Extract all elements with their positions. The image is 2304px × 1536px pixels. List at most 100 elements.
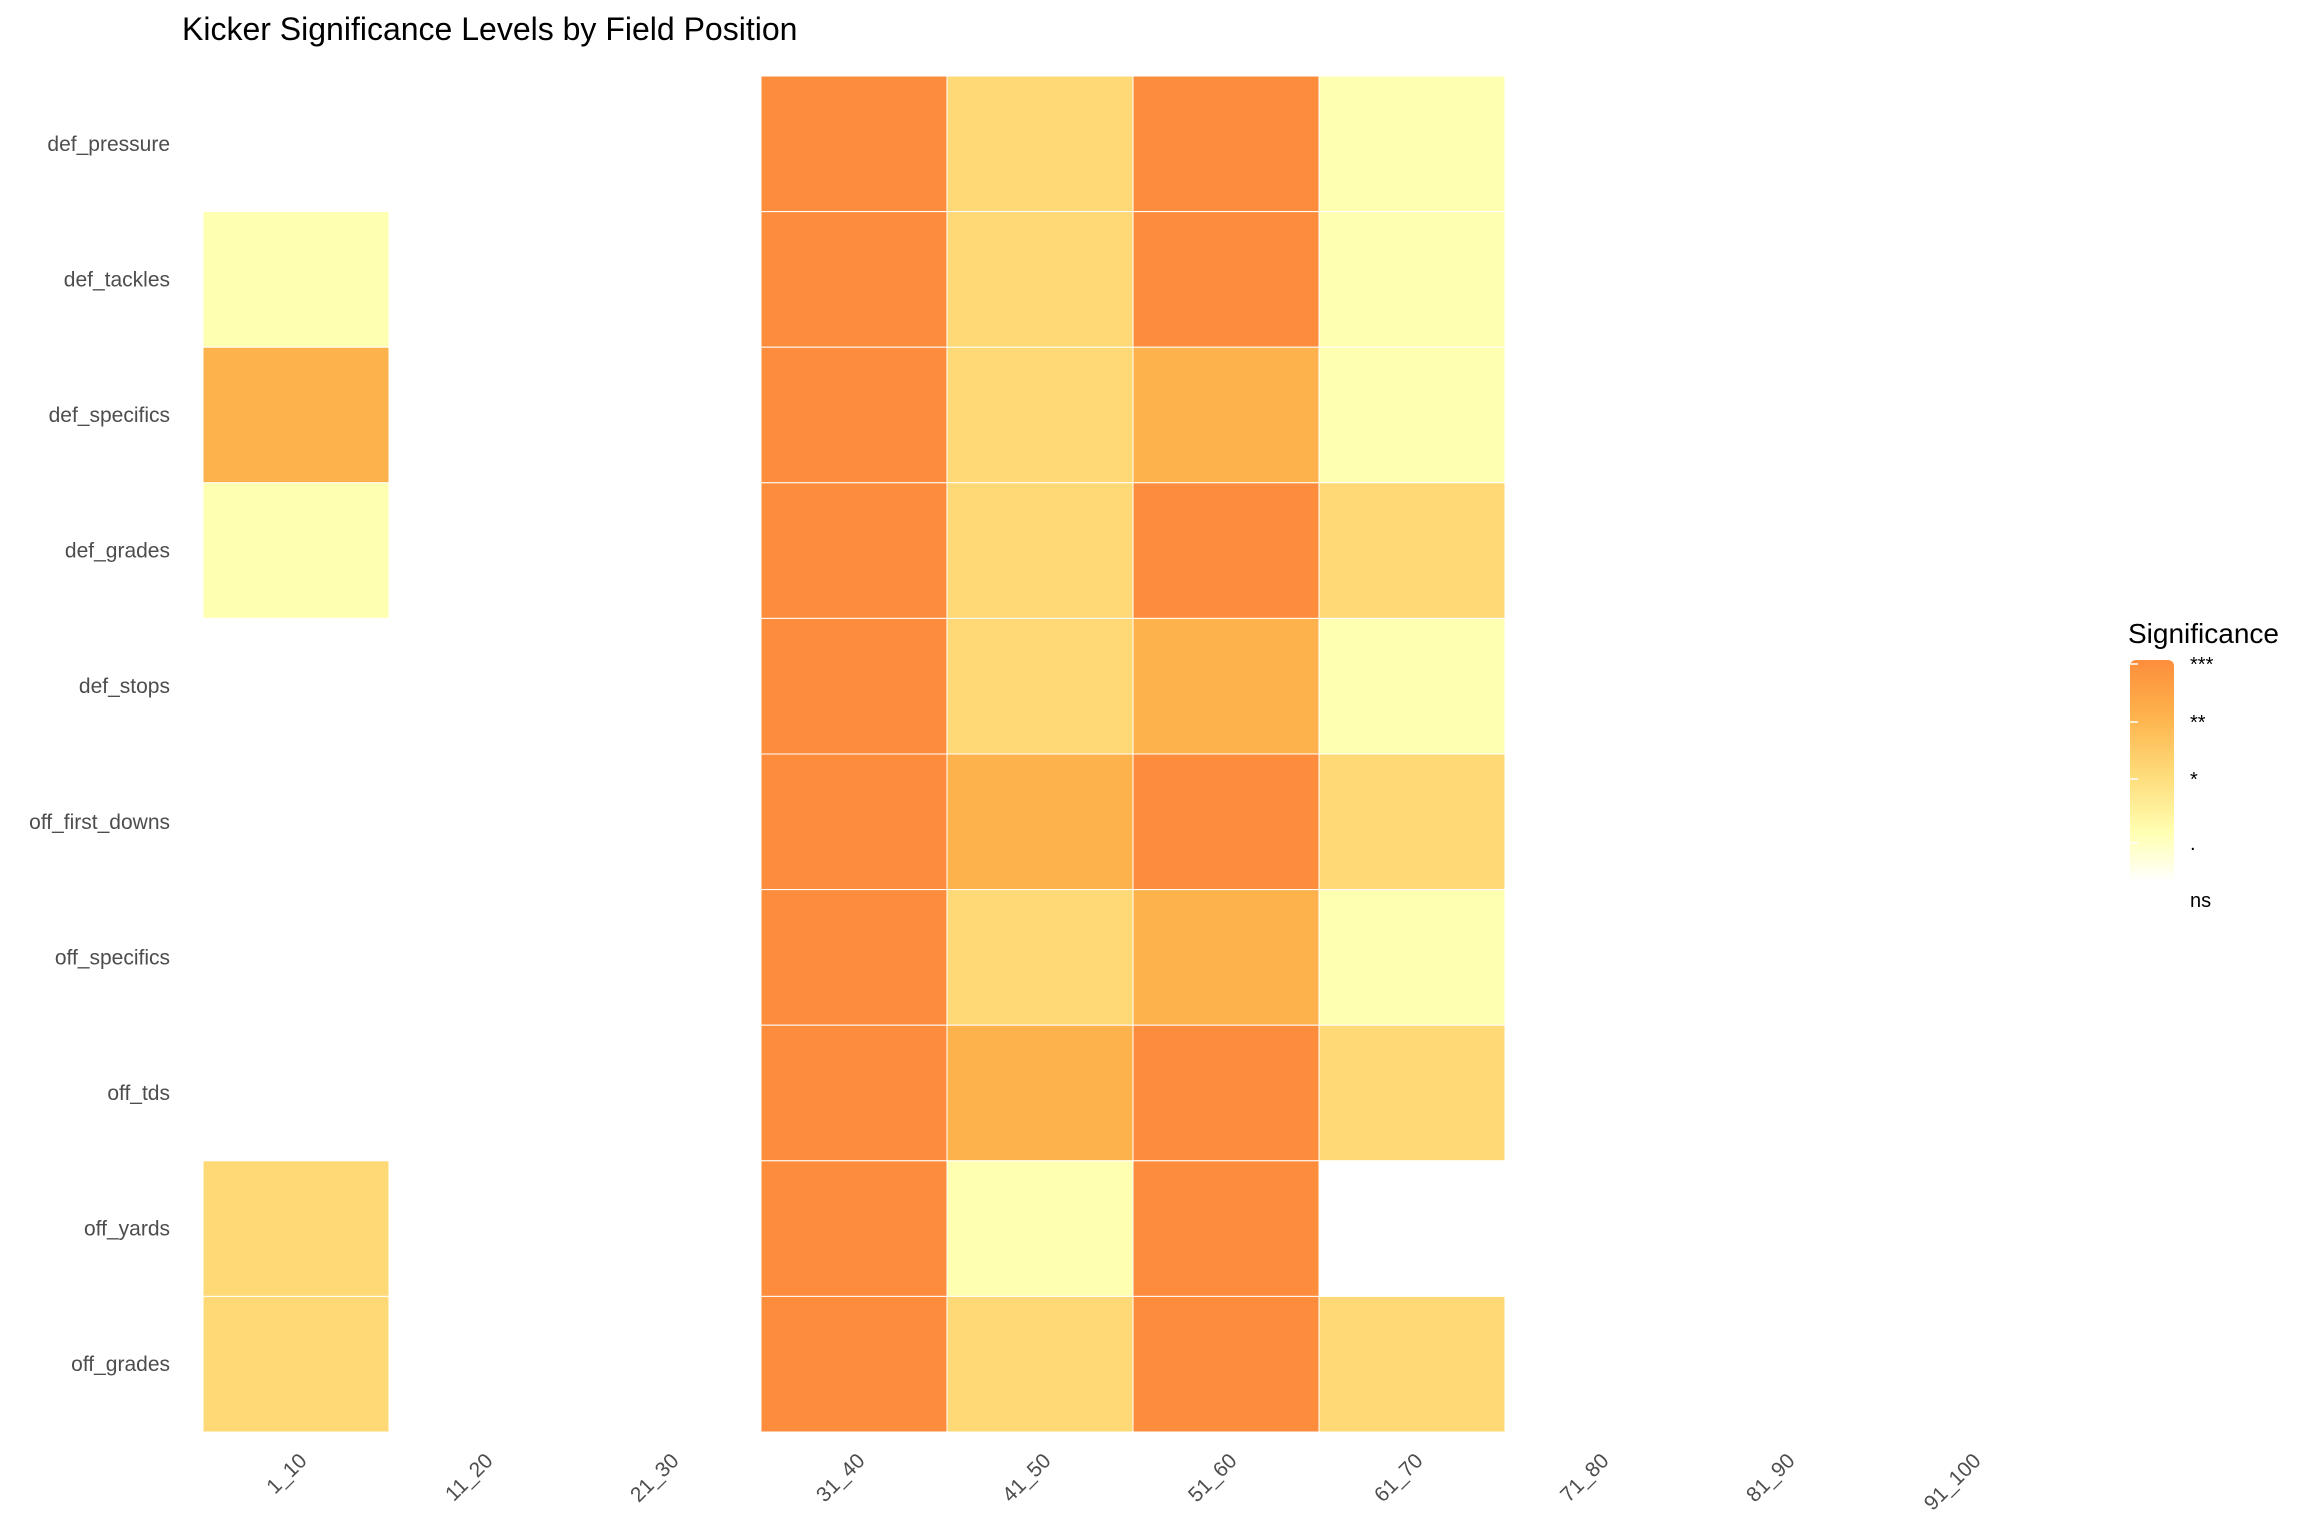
heatmap-cell-def_stops-21_30 (574, 617, 762, 755)
heatmap-cell-def_tackles-61_70 (1318, 211, 1506, 348)
y-tick-label: def_stops (79, 675, 170, 698)
heatmap-cell-def_stops-61_70 (1318, 617, 1506, 755)
y-tick-label: def_grades (65, 540, 170, 563)
y-tick-label: off_grades (71, 1353, 170, 1376)
heatmap-cell-off_first_downs-31_40 (760, 753, 948, 891)
heatmap-cell-off_first_downs-51_60 (1132, 753, 1320, 891)
heatmap-cell-off_specifics-91_100 (1876, 889, 2064, 1026)
heatmap-cell-off_specifics-11_20 (388, 889, 576, 1026)
heatmap-cell-def_stops-1_10 (202, 617, 390, 755)
heatmap-cell-def_stops-81_90 (1690, 617, 1878, 755)
legend-colorbar (2130, 660, 2174, 882)
y-tick-label: def_specifics (49, 404, 170, 427)
heatmap-cell-off_tds-91_100 (1876, 1024, 2064, 1162)
heatmap-cell-off_specifics-21_30 (574, 889, 762, 1026)
heatmap-cell-off_tds-1_10 (202, 1024, 390, 1162)
heatmap-cell-def_pressure-41_50 (946, 75, 1134, 213)
x-tick-label: 71_80 (1556, 1449, 1614, 1507)
heatmap-cell-off_specifics-61_70 (1318, 889, 1506, 1026)
y-tick-label: off_specifics (55, 946, 170, 969)
x-tick-label: 61_70 (1370, 1449, 1428, 1507)
heatmap-cell-off_yards-21_30 (574, 1160, 762, 1297)
heatmap-cell-off_tds-51_60 (1132, 1024, 1320, 1162)
heatmap-cell-off_first_downs-71_80 (1504, 753, 1692, 891)
x-tick-label: 41_50 (998, 1449, 1056, 1507)
heatmap-cell-off_grades-41_50 (946, 1295, 1134, 1433)
heatmap-cell-def_stops-11_20 (388, 617, 576, 755)
heatmap-cell-off_specifics-41_50 (946, 889, 1134, 1026)
legend-label: . (2190, 833, 2196, 855)
x-tick-label: 11_20 (441, 1449, 497, 1505)
legend-label: * (2190, 769, 2198, 791)
heatmap-cell-def_specifics-61_70 (1318, 346, 1506, 484)
y-tick-label: off_yards (84, 1218, 170, 1241)
heatmap-cell-def_pressure-31_40 (760, 75, 948, 213)
heatmap-cell-def_pressure-51_60 (1132, 75, 1320, 213)
heatmap-cell-def_tackles-91_100 (1876, 211, 2064, 348)
heatmap-cell-off_grades-51_60 (1132, 1295, 1320, 1433)
heatmap-cell-def_specifics-81_90 (1690, 346, 1878, 484)
heatmap-cell-def_specifics-71_80 (1504, 346, 1692, 484)
y-axis-labels: def_pressure def_tackles def_specifics def_… (29, 133, 170, 1376)
heatmap-cell-off_yards-81_90 (1690, 1160, 1878, 1297)
legend-title: Significance (2128, 618, 2279, 649)
heatmap-cell-def_specifics-1_10 (202, 346, 390, 484)
heatmap-cell-def_stops-41_50 (946, 617, 1134, 755)
x-tick-label: 81_90 (1742, 1449, 1800, 1507)
heatmap-cell-off_first_downs-91_100 (1876, 753, 2064, 891)
x-tick-label: 51_60 (1184, 1449, 1242, 1507)
heatmap-cell-off_yards-31_40 (760, 1160, 948, 1297)
heatmap-cell-def_stops-51_60 (1132, 617, 1320, 755)
heatmap-cell-off_tds-61_70 (1318, 1024, 1506, 1162)
heatmap-cell-off_tds-71_80 (1504, 1024, 1692, 1162)
heatmap-cell-def_grades-91_100 (1876, 482, 2064, 619)
legend: Significance ******.ns (2128, 618, 2279, 912)
heatmap-cell-def_tackles-1_10 (202, 211, 390, 348)
heatmap-cell-off_yards-51_60 (1132, 1160, 1320, 1297)
heatmap-cell-def_specifics-11_20 (388, 346, 576, 484)
heatmap-cell-def_grades-61_70 (1318, 482, 1506, 619)
x-tick-label: 91_100 (1920, 1449, 1986, 1515)
heatmap-cell-def_stops-31_40 (760, 617, 948, 755)
heatmap-cell-def_grades-21_30 (574, 482, 762, 619)
heatmap-cell-off_specifics-1_10 (202, 889, 390, 1026)
heatmap-cell-off_first_downs-41_50 (946, 753, 1134, 891)
heatmap-cell-off_grades-1_10 (202, 1295, 390, 1433)
heatmap-cell-def_specifics-91_100 (1876, 346, 2064, 484)
heatmap-cell-def_specifics-31_40 (760, 346, 948, 484)
heatmap-cell-def_grades-51_60 (1132, 482, 1320, 619)
heatmap-cell-def_grades-1_10 (202, 482, 390, 619)
heatmap-cell-off_tds-21_30 (574, 1024, 762, 1162)
heatmap-cell-def_specifics-21_30 (574, 346, 762, 484)
x-tick-label: 21_30 (626, 1449, 684, 1507)
heatmap-cell-off_grades-61_70 (1318, 1295, 1506, 1433)
heatmap-cell-def_stops-91_100 (1876, 617, 2064, 755)
heatmap-cell-off_first_downs-61_70 (1318, 753, 1506, 891)
heatmap-cell-off_tds-41_50 (946, 1024, 1134, 1162)
x-tick-label: 1_10 (262, 1449, 311, 1498)
heatmap-cell-def_grades-81_90 (1690, 482, 1878, 619)
heatmap-cell-def_tackles-11_20 (388, 211, 576, 348)
heatmap-cell-def_tackles-81_90 (1690, 211, 1878, 348)
heatmap-cell-def_grades-31_40 (760, 482, 948, 619)
y-tick-label: def_tackles (64, 268, 170, 291)
heatmap-cell-def_pressure-71_80 (1504, 75, 1692, 213)
y-tick-label: off_first_downs (29, 811, 170, 834)
heatmap-cell-def_grades-71_80 (1504, 482, 1692, 619)
legend-labels: ******.ns (2130, 654, 2214, 912)
heatmap-cell-def_pressure-11_20 (388, 75, 576, 213)
legend-label: ns (2190, 890, 2211, 912)
heatmap-cell-off_tds-31_40 (760, 1024, 948, 1162)
heatmap-cell-off_first_downs-11_20 (388, 753, 576, 891)
heatmap-cell-off_yards-61_70 (1318, 1160, 1506, 1297)
heatmap-cell-off_specifics-71_80 (1504, 889, 1692, 1026)
heatmap-cell-off_specifics-31_40 (760, 889, 948, 1026)
heatmap-cell-def_tackles-71_80 (1504, 211, 1692, 348)
heatmap-cell-def_pressure-81_90 (1690, 75, 1878, 213)
heatmap-cell-def_pressure-61_70 (1318, 75, 1506, 213)
y-tick-label: off_tds (107, 1082, 170, 1105)
heatmap-cell-def_tackles-41_50 (946, 211, 1134, 348)
heatmap-cell-off_grades-31_40 (760, 1295, 948, 1433)
heatmap-cell-def_pressure-21_30 (574, 75, 762, 213)
